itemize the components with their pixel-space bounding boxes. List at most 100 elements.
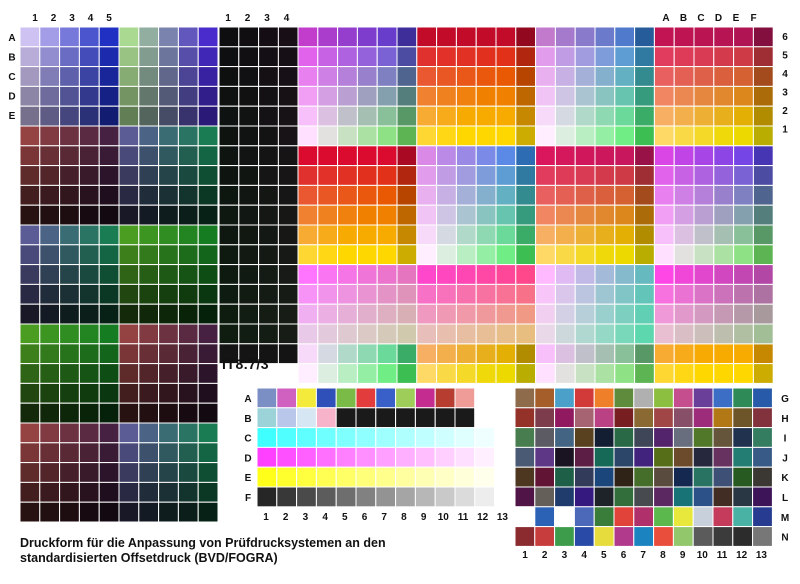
color-patch bbox=[59, 382, 80, 404]
column-label: B bbox=[680, 13, 687, 24]
color-patch bbox=[614, 105, 636, 127]
color-patch bbox=[752, 427, 773, 448]
color-patch bbox=[238, 323, 260, 345]
color-patch bbox=[39, 382, 61, 404]
color-patch bbox=[317, 26, 339, 48]
color-patch bbox=[78, 382, 100, 404]
color-patch bbox=[634, 303, 655, 325]
color-patch bbox=[534, 526, 556, 547]
color-patch bbox=[732, 387, 754, 409]
color-patch bbox=[355, 466, 377, 488]
color-patch bbox=[693, 244, 715, 266]
color-patch bbox=[713, 66, 735, 87]
color-patch bbox=[494, 446, 515, 468]
color-patch bbox=[19, 204, 41, 226]
color-patch bbox=[673, 105, 695, 127]
color-patch bbox=[238, 204, 260, 226]
color-patch bbox=[118, 26, 140, 48]
color-patch bbox=[19, 264, 41, 285]
color-patch bbox=[19, 224, 41, 246]
color-patch bbox=[19, 26, 41, 48]
color-patch bbox=[514, 526, 536, 547]
color-patch bbox=[59, 145, 80, 167]
color-patch bbox=[337, 85, 358, 107]
color-patch bbox=[238, 66, 260, 87]
color-patch bbox=[277, 85, 299, 107]
color-patch bbox=[554, 66, 576, 87]
column-label: 1 bbox=[522, 550, 528, 561]
color-patch bbox=[98, 66, 120, 87]
color-patch bbox=[118, 85, 140, 107]
column-label: 2 bbox=[283, 512, 289, 523]
color-patch bbox=[416, 363, 438, 384]
color-patch bbox=[475, 46, 497, 68]
color-patch bbox=[19, 501, 41, 523]
color-patch bbox=[158, 244, 179, 266]
color-patch bbox=[514, 506, 536, 528]
color-patch bbox=[614, 323, 636, 345]
color-patch bbox=[276, 407, 298, 429]
color-patch bbox=[634, 125, 655, 147]
color-patch bbox=[277, 264, 299, 285]
color-patch bbox=[653, 387, 674, 409]
color-patch bbox=[593, 486, 615, 508]
color-patch bbox=[454, 486, 476, 508]
color-patch bbox=[356, 26, 378, 48]
color-patch bbox=[733, 165, 754, 186]
color-patch bbox=[474, 446, 496, 468]
color-patch bbox=[395, 446, 416, 468]
color-patch bbox=[554, 486, 575, 508]
color-patch bbox=[535, 145, 556, 167]
color-patch bbox=[297, 264, 319, 285]
row-label: N bbox=[781, 533, 788, 544]
color-patch bbox=[238, 26, 260, 48]
color-patch bbox=[653, 427, 674, 448]
color-patch bbox=[693, 303, 715, 325]
color-patch bbox=[177, 422, 199, 444]
color-patch bbox=[356, 283, 378, 305]
color-patch bbox=[197, 46, 219, 68]
color-patch bbox=[573, 427, 595, 448]
color-patch bbox=[692, 486, 714, 508]
color-patch bbox=[98, 244, 120, 266]
color-patch bbox=[238, 46, 260, 68]
color-patch bbox=[218, 46, 240, 68]
color-patch bbox=[672, 427, 694, 448]
column-label: 11 bbox=[717, 550, 728, 561]
color-patch bbox=[238, 224, 260, 246]
color-patch bbox=[436, 125, 457, 147]
color-patch bbox=[177, 382, 199, 404]
color-patch bbox=[59, 184, 80, 206]
color-patch bbox=[98, 125, 120, 147]
color-patch bbox=[733, 343, 754, 365]
color-patch bbox=[238, 105, 260, 127]
color-patch bbox=[673, 145, 695, 167]
color-patch bbox=[733, 283, 754, 305]
color-patch bbox=[337, 145, 358, 167]
color-patch bbox=[416, 224, 438, 246]
color-patch bbox=[436, 363, 457, 384]
color-patch bbox=[515, 165, 537, 186]
color-patch bbox=[118, 442, 140, 464]
color-patch bbox=[78, 165, 100, 186]
color-patch bbox=[593, 446, 615, 468]
color-patch bbox=[573, 506, 595, 528]
color-patch bbox=[376, 224, 398, 246]
color-patch bbox=[138, 46, 160, 68]
color-patch bbox=[712, 526, 734, 547]
color-patch bbox=[337, 165, 358, 186]
color-patch bbox=[693, 283, 715, 305]
color-patch bbox=[337, 125, 358, 147]
color-patch bbox=[574, 204, 596, 226]
color-patch bbox=[534, 407, 556, 429]
color-patch bbox=[494, 387, 515, 409]
color-patch bbox=[138, 283, 160, 305]
row-label: L bbox=[782, 493, 788, 504]
row-label: D bbox=[244, 453, 251, 464]
color-patch bbox=[59, 402, 80, 424]
color-patch bbox=[752, 184, 774, 206]
color-patch bbox=[376, 283, 398, 305]
color-patch bbox=[634, 105, 655, 127]
color-patch bbox=[514, 466, 536, 488]
color-patch bbox=[317, 204, 339, 226]
